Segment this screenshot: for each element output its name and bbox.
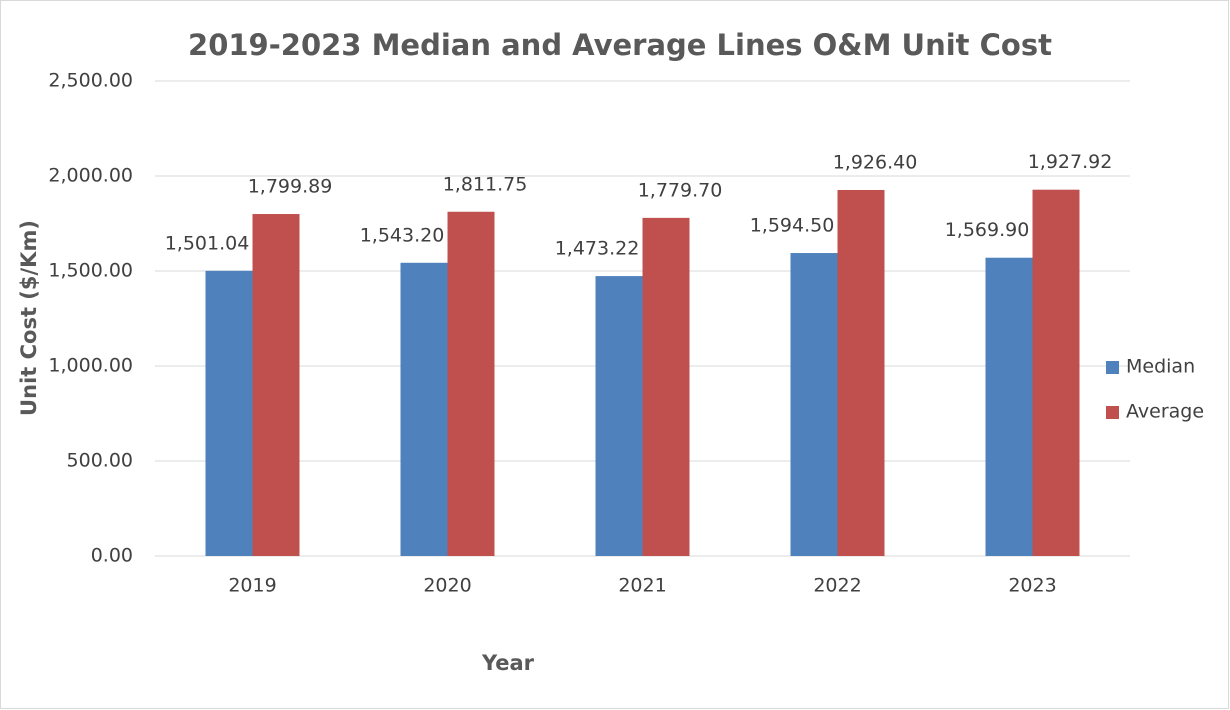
- data-label: 1,779.70: [638, 179, 723, 201]
- bar: [837, 189, 885, 556]
- chart-title: 2019-2023 Median and Average Lines O&M U…: [188, 28, 1052, 62]
- x-tick-label: 2019: [228, 575, 276, 597]
- bar: [790, 253, 838, 557]
- data-label: 1,569.90: [945, 219, 1030, 241]
- x-tick-label: 2021: [618, 575, 666, 597]
- bar: [252, 214, 300, 556]
- y-axis-label: Unit Cost ($/Km): [17, 220, 41, 416]
- data-label: 1,594.50: [750, 215, 835, 237]
- x-tick-label: 2020: [423, 575, 471, 597]
- bar: [400, 262, 448, 556]
- bar: [447, 211, 495, 556]
- data-label: 1,543.20: [360, 224, 445, 246]
- legend-label: Median: [1126, 356, 1195, 378]
- bar: [1032, 189, 1080, 557]
- data-label: 1,473.22: [555, 238, 640, 260]
- y-tick-label: 2,500.00: [48, 70, 133, 92]
- data-label: 1,799.89: [248, 176, 333, 198]
- x-tick-label: 2023: [1008, 575, 1056, 597]
- y-tick-label: 2,000.00: [48, 165, 133, 187]
- y-tick-label: 500.00: [67, 450, 133, 472]
- bar: [642, 217, 690, 556]
- y-tick-label: 1,000.00: [48, 355, 133, 377]
- data-label: 1,927.92: [1028, 151, 1113, 173]
- bar: [985, 257, 1033, 556]
- legend-swatch: [1106, 361, 1119, 374]
- x-tick-label: 2022: [813, 575, 861, 597]
- x-axis-label: Year: [481, 651, 535, 675]
- data-label: 1,501.04: [165, 232, 250, 254]
- legend-label: Average: [1126, 401, 1204, 423]
- bar: [595, 276, 643, 556]
- bar: [205, 270, 253, 556]
- y-tick-label: 0.00: [91, 545, 133, 567]
- y-tick-label: 1,500.00: [48, 260, 133, 282]
- legend-swatch: [1106, 406, 1119, 419]
- data-label: 1,926.40: [833, 151, 918, 173]
- data-label: 1,811.75: [443, 173, 528, 195]
